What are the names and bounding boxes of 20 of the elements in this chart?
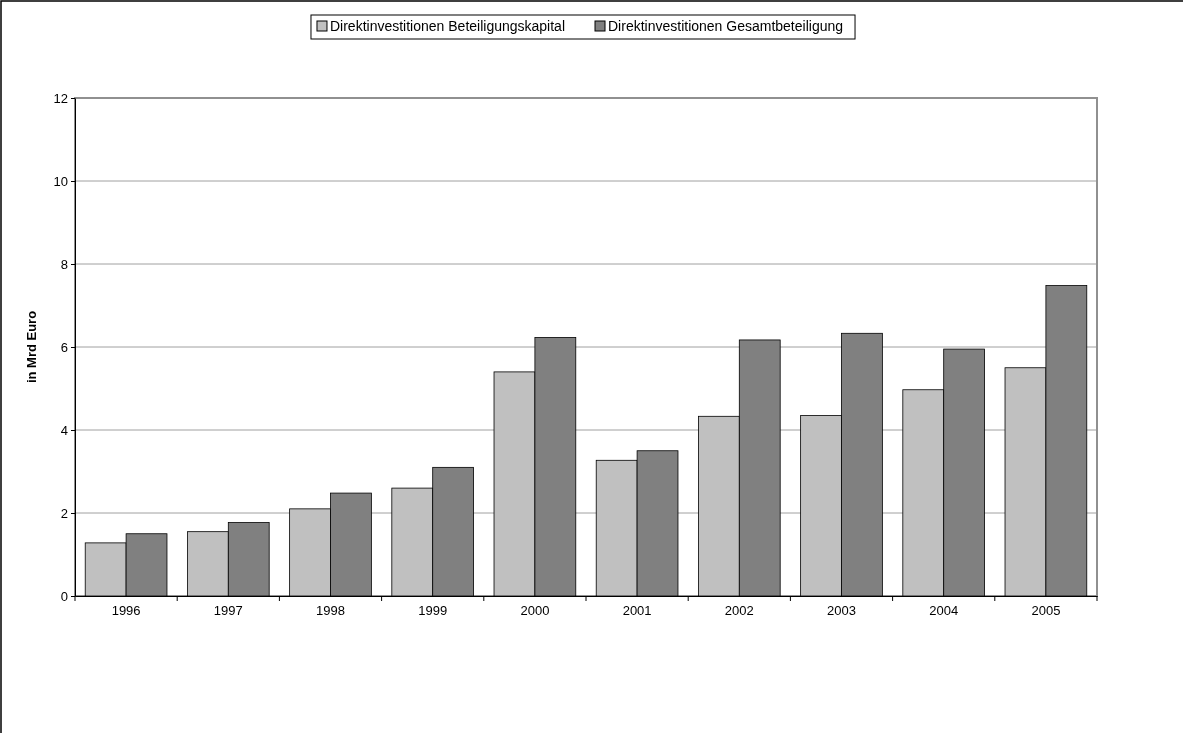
- legend-label: Direktinvestitionen Gesamtbeteiligung: [608, 18, 844, 34]
- x-tick-label: 1999: [418, 602, 448, 618]
- x-tick-label: 2000: [520, 602, 550, 618]
- x-tick-label: 1996: [111, 602, 141, 618]
- x-tick-label: 2002: [724, 602, 754, 618]
- x-tick-label: 2004: [929, 602, 959, 618]
- y-tick-label: 12: [53, 90, 68, 106]
- y-axis-title: in Mrd Euro: [24, 310, 39, 384]
- y-tick-label: 0: [60, 588, 68, 604]
- x-tick-label: 1997: [213, 602, 243, 618]
- x-tick-label: 2005: [1031, 602, 1061, 618]
- x-tick-label: 2003: [827, 602, 856, 618]
- x-tick-label: 2001: [622, 602, 652, 618]
- x-tick-label: 1998: [316, 602, 345, 618]
- y-tick-label: 6: [60, 339, 68, 355]
- legend-label: Direktinvestitionen Beteiligungskapital: [329, 18, 566, 34]
- y-tick-label: 10: [53, 173, 68, 189]
- y-tick-label: 2: [60, 505, 68, 521]
- y-tick-label: 8: [60, 256, 68, 272]
- y-tick-label: 4: [60, 422, 68, 438]
